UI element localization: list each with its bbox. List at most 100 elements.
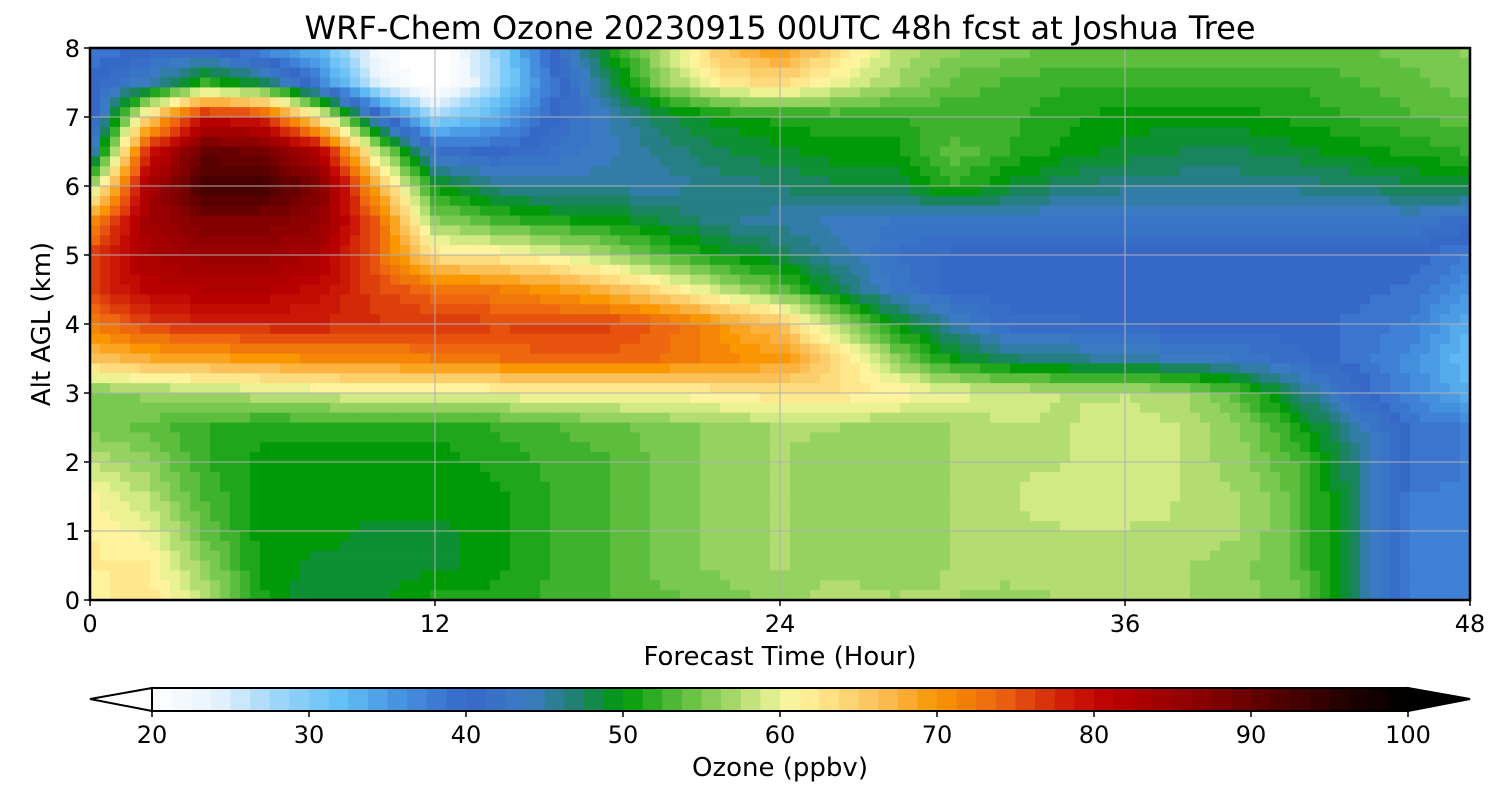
heatmap-cell xyxy=(110,264,121,276)
heatmap-cell xyxy=(960,136,971,148)
heatmap-cell xyxy=(900,146,911,158)
heatmap-cell xyxy=(1330,324,1341,335)
heatmap-cell xyxy=(1430,176,1441,187)
heatmap-cell xyxy=(530,363,541,374)
heatmap-cell xyxy=(670,353,681,365)
heatmap-cell xyxy=(200,136,211,148)
heatmap-cell xyxy=(760,205,771,217)
heatmap-cell xyxy=(420,146,431,158)
heatmap-cell xyxy=(1230,304,1241,315)
heatmap-cell xyxy=(950,176,961,187)
heatmap-cell xyxy=(340,57,351,69)
heatmap-cell xyxy=(1020,225,1031,236)
heatmap-cell xyxy=(1070,136,1081,148)
heatmap-cell xyxy=(300,77,311,89)
heatmap-cell xyxy=(1160,87,1171,98)
heatmap-cell xyxy=(140,195,151,207)
heatmap-cell xyxy=(400,274,411,286)
heatmap-cell xyxy=(750,67,761,79)
heatmap-cell xyxy=(1190,235,1201,246)
heatmap-cell xyxy=(1220,195,1231,207)
heatmap-cell xyxy=(1010,274,1021,286)
heatmap-cell xyxy=(1220,166,1231,177)
heatmap-cell xyxy=(480,333,491,345)
heatmap-cell xyxy=(600,264,611,276)
heatmap-cell xyxy=(1460,126,1471,138)
heatmap-cell xyxy=(1150,304,1161,315)
heatmap-cell xyxy=(1250,294,1261,305)
heatmap-cell xyxy=(980,314,991,325)
heatmap-cell xyxy=(420,363,431,374)
heatmap-cell xyxy=(1340,255,1351,266)
heatmap-cell xyxy=(1330,107,1341,118)
heatmap-cell xyxy=(310,235,321,246)
heatmap-cell xyxy=(1040,294,1051,305)
heatmap-cell xyxy=(530,304,541,315)
heatmap-cell xyxy=(730,373,741,384)
heatmap-cell xyxy=(520,87,531,98)
heatmap-cell xyxy=(970,215,981,227)
heatmap-cell xyxy=(1270,107,1281,118)
heatmap-cell xyxy=(1170,87,1181,98)
heatmap-cell xyxy=(1280,136,1291,148)
heatmap-cell xyxy=(1050,176,1061,187)
heatmap-cell xyxy=(1280,304,1291,315)
heatmap-cell xyxy=(660,393,671,404)
heatmap-cell xyxy=(1130,77,1141,89)
heatmap-cell xyxy=(1290,215,1301,227)
heatmap-cell xyxy=(410,166,421,177)
heatmap-cell xyxy=(300,245,311,256)
heatmap-cell xyxy=(1400,383,1411,394)
heatmap-cell xyxy=(310,294,321,305)
heatmap-cell xyxy=(270,57,281,69)
heatmap-cell xyxy=(580,343,591,355)
heatmap-cell xyxy=(1180,324,1191,335)
heatmap-cell xyxy=(970,67,981,79)
heatmap-cell xyxy=(500,343,511,355)
heatmap-cell xyxy=(480,67,491,79)
heatmap-cell xyxy=(210,126,221,138)
heatmap-cell xyxy=(730,48,741,59)
heatmap-cell xyxy=(590,57,601,69)
heatmap-cell xyxy=(370,235,381,246)
heatmap-cell xyxy=(1320,126,1331,138)
heatmap-cell xyxy=(650,314,661,325)
heatmap-cell xyxy=(360,186,371,197)
heatmap-cell xyxy=(720,383,731,394)
heatmap-cell xyxy=(890,294,901,305)
heatmap-cell xyxy=(1440,235,1451,246)
heatmap-cell xyxy=(1140,87,1151,98)
heatmap-cell xyxy=(390,343,401,355)
heatmap-cell xyxy=(1270,146,1281,158)
heatmap-cell xyxy=(1100,284,1111,296)
heatmap-cell xyxy=(1050,294,1061,305)
heatmap-cell xyxy=(1150,195,1161,207)
heatmap-cell xyxy=(440,136,451,148)
heatmap-cell xyxy=(1200,383,1211,394)
heatmap-cell xyxy=(820,176,831,187)
heatmap-cell xyxy=(470,235,481,246)
heatmap-cell xyxy=(950,97,961,108)
heatmap-cell xyxy=(870,107,881,118)
heatmap-cell xyxy=(210,363,221,374)
heatmap-cell xyxy=(140,87,151,98)
heatmap-cell xyxy=(1300,107,1311,118)
heatmap-cell xyxy=(1210,117,1221,128)
heatmap-cell xyxy=(1370,304,1381,315)
heatmap-cell xyxy=(720,146,731,158)
heatmap-cell xyxy=(1100,48,1111,59)
heatmap-cell xyxy=(1150,324,1161,335)
heatmap-cell xyxy=(560,373,571,384)
heatmap-cell xyxy=(1220,126,1231,138)
heatmap-cell xyxy=(1170,107,1181,118)
heatmap-cell xyxy=(1010,255,1021,266)
heatmap-cell xyxy=(1400,225,1411,236)
heatmap-cell xyxy=(900,363,911,374)
heatmap-cell xyxy=(1060,156,1071,167)
heatmap-cell xyxy=(710,383,721,394)
heatmap-cell xyxy=(1100,205,1111,217)
heatmap-cell xyxy=(640,48,651,59)
heatmap-cell xyxy=(680,215,691,227)
heatmap-cell xyxy=(1330,333,1341,345)
heatmap-cell xyxy=(1380,107,1391,118)
